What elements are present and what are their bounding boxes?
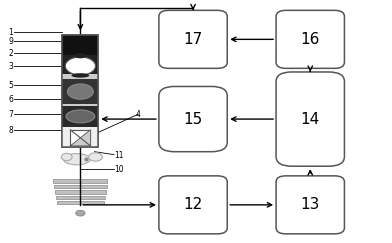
- Ellipse shape: [71, 73, 89, 78]
- Bar: [62, 55, 98, 77]
- Circle shape: [76, 210, 85, 216]
- Ellipse shape: [67, 84, 93, 99]
- Bar: [62, 35, 98, 147]
- Text: 10: 10: [114, 165, 123, 174]
- FancyBboxPatch shape: [159, 10, 227, 68]
- Text: 2: 2: [9, 49, 13, 58]
- Text: 1: 1: [9, 28, 13, 37]
- Bar: [62, 127, 98, 147]
- Text: 16: 16: [301, 32, 320, 47]
- Text: 8: 8: [9, 126, 13, 135]
- Bar: [55, 190, 106, 194]
- Bar: [62, 79, 98, 105]
- Text: 14: 14: [301, 112, 320, 127]
- Text: 17: 17: [183, 32, 203, 47]
- Ellipse shape: [89, 153, 102, 161]
- Ellipse shape: [65, 57, 96, 75]
- Text: 6: 6: [9, 95, 13, 104]
- Text: 9: 9: [9, 37, 13, 46]
- FancyBboxPatch shape: [276, 176, 345, 234]
- Text: 11: 11: [114, 151, 123, 160]
- Ellipse shape: [74, 53, 86, 58]
- Bar: [62, 35, 98, 55]
- Text: 5: 5: [9, 81, 13, 90]
- Bar: [62, 35, 98, 147]
- Text: 4: 4: [136, 110, 140, 119]
- Text: 12: 12: [183, 197, 203, 212]
- Text: 7: 7: [9, 110, 13, 119]
- Text: 15: 15: [183, 112, 203, 127]
- Ellipse shape: [61, 153, 72, 161]
- Bar: [53, 179, 107, 183]
- FancyBboxPatch shape: [276, 72, 345, 166]
- Bar: [62, 74, 98, 79]
- Bar: [56, 196, 105, 199]
- Text: 13: 13: [301, 197, 320, 212]
- Ellipse shape: [64, 154, 90, 165]
- Text: 3: 3: [9, 62, 13, 71]
- Bar: [62, 104, 98, 106]
- Polygon shape: [70, 130, 91, 146]
- Bar: [70, 130, 91, 146]
- FancyBboxPatch shape: [159, 176, 227, 234]
- FancyBboxPatch shape: [159, 87, 227, 152]
- Bar: [62, 106, 98, 127]
- Ellipse shape: [66, 110, 95, 123]
- Bar: [57, 201, 104, 204]
- FancyBboxPatch shape: [276, 10, 345, 68]
- Bar: [54, 185, 107, 188]
